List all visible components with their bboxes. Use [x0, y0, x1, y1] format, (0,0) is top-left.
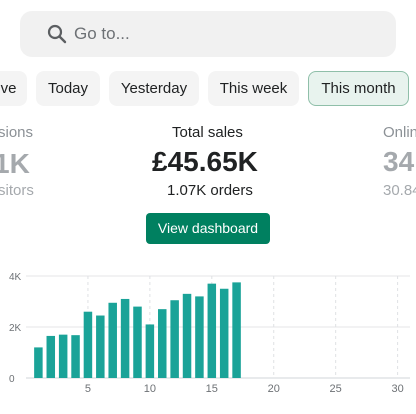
total-sales-label: Total sales — [172, 124, 243, 141]
bar — [219, 288, 229, 378]
x-tick-label: 10 — [144, 383, 156, 395]
y-tick-label: 4K — [9, 272, 22, 283]
bar — [133, 306, 142, 378]
bar — [158, 309, 167, 378]
bar — [58, 334, 68, 378]
x-tick-label: 20 — [268, 383, 280, 395]
bar — [96, 315, 105, 378]
bar — [232, 282, 241, 378]
bar — [195, 296, 204, 378]
bar — [34, 347, 43, 378]
bar — [108, 302, 117, 378]
x-tick-label: 15 — [206, 383, 218, 395]
search-icon — [47, 24, 67, 44]
online-store-label: Onlin — [383, 124, 416, 141]
online-store-value: 34 — [383, 146, 415, 177]
y-tick-label: 2K — [9, 323, 22, 334]
date-filter-this-week[interactable]: This week — [208, 71, 299, 106]
date-filter-this-month[interactable]: This month — [308, 71, 409, 106]
date-filter-today[interactable]: Today — [36, 71, 100, 106]
date-filter-yesterday[interactable]: Yesterday — [109, 71, 199, 106]
x-tick-label: 30 — [391, 383, 403, 395]
search-bar[interactable]: Go to... — [20, 11, 396, 57]
bar — [120, 298, 130, 378]
bar — [46, 335, 56, 378]
total-sales-value: £45.65K — [152, 146, 258, 177]
sessions-value: 1K — [0, 148, 30, 179]
y-tick-label: 0 — [9, 374, 15, 385]
bar — [170, 300, 179, 378]
x-tick-label: 25 — [330, 383, 342, 395]
sessions-label: sions — [0, 124, 34, 141]
search-input[interactable]: Go to... — [74, 24, 130, 43]
bar — [71, 335, 80, 378]
orders-count: 1.07K orders — [167, 182, 253, 199]
sales-bar-chart: 0 2K 4K 5 10 15 20 25 30 — [9, 272, 410, 395]
bar — [182, 293, 192, 378]
view-dashboard-button[interactable]: View dashboard — [146, 213, 270, 244]
x-tick-label: 5 — [85, 383, 91, 395]
visitors-label: sitors — [0, 182, 34, 199]
date-filter-previous[interactable]: ve — [0, 71, 27, 106]
bar — [83, 311, 93, 378]
bar — [207, 283, 217, 378]
bar — [145, 324, 155, 378]
online-store-sub: 30.84 — [383, 182, 416, 199]
